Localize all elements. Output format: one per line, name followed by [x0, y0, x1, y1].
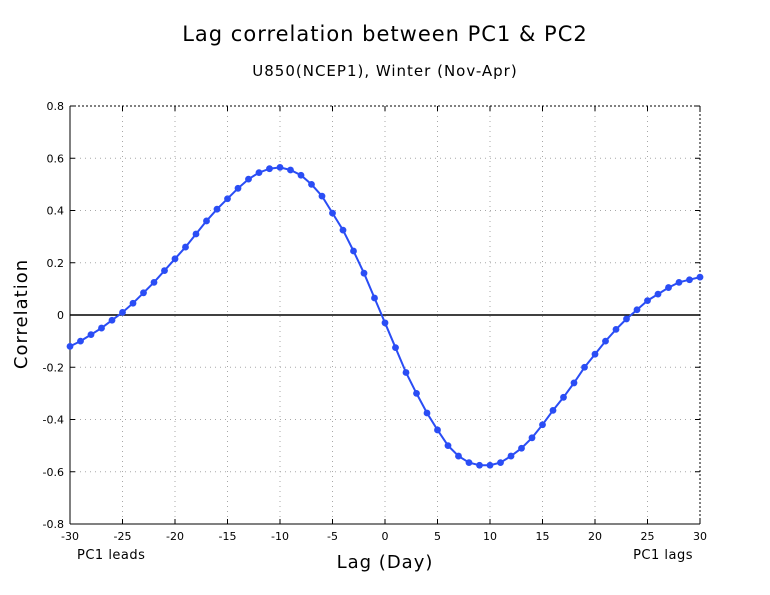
- x-tick-label: 25: [641, 530, 655, 543]
- x-tick-label: -10: [271, 530, 289, 543]
- data-point: [665, 284, 672, 291]
- y-tick-label: 0.6: [47, 152, 65, 165]
- data-point: [486, 461, 494, 469]
- data-point: [434, 426, 441, 434]
- data-point: [633, 306, 641, 314]
- data-point: [87, 331, 95, 338]
- data-point: [654, 290, 662, 298]
- y-tick-label: -0.4: [43, 414, 64, 427]
- data-point: [591, 350, 599, 358]
- y-tick-label: 0.2: [47, 257, 65, 270]
- data-point: [444, 442, 452, 450]
- data-point: [696, 273, 704, 281]
- chart-subtitle: U850(NCEP1), Winter (Nov-Apr): [252, 62, 518, 80]
- data-point: [602, 337, 609, 345]
- data-point: [350, 247, 357, 255]
- data-point: [644, 297, 651, 305]
- x-axis-title: Lag (Day): [337, 552, 434, 573]
- data-point: [98, 324, 105, 332]
- data-point: [339, 226, 347, 234]
- data-point: [77, 337, 84, 345]
- axes: [69, 105, 701, 525]
- y-tick-label: -0.2: [43, 361, 64, 374]
- data-point: [518, 444, 525, 452]
- y-tick-label: -0.8: [43, 518, 64, 531]
- data-point: [287, 166, 294, 174]
- data-point: [423, 409, 431, 417]
- data-point: [539, 421, 546, 429]
- data-series: [66, 163, 704, 469]
- x-tick-label: -20: [166, 530, 184, 543]
- data-point: [560, 393, 567, 401]
- data-point: [381, 319, 389, 327]
- x-tick-label: 5: [434, 530, 441, 543]
- data-point: [402, 369, 410, 376]
- data-point: [171, 255, 179, 263]
- data-point: [371, 294, 378, 302]
- data-point: [612, 325, 620, 333]
- data-point: [392, 344, 399, 352]
- data-point: [507, 452, 515, 460]
- grid: [70, 106, 700, 524]
- x-tick-label: -30: [61, 530, 79, 543]
- labels: -30 -25 -20 -15 -10 -5 0 5 10 15 20 25 30 -0.8 -0.6 -0.…: [11, 100, 707, 573]
- annotation-pc1-leads: PC1 leads: [77, 548, 145, 563]
- data-point: [276, 163, 284, 171]
- y-tick-label: 0.4: [47, 205, 65, 218]
- data-point: [234, 184, 242, 192]
- y-tick-label: 0: [57, 309, 64, 322]
- x-tick-label: 0: [382, 530, 389, 543]
- data-point: [255, 169, 263, 177]
- data-point: [623, 315, 630, 323]
- data-point: [182, 243, 189, 251]
- data-point: [360, 269, 368, 277]
- x-tick-label: 20: [588, 530, 602, 543]
- data-point: [119, 308, 126, 316]
- data-point: [570, 379, 578, 387]
- data-point: [203, 217, 210, 225]
- data-point: [245, 175, 252, 183]
- data-point: [455, 452, 462, 460]
- y-tick-label: 0.8: [47, 100, 65, 113]
- data-point: [150, 278, 158, 286]
- y-axis-title: Correlation: [11, 259, 32, 369]
- data-point: [549, 406, 557, 414]
- x-tick-label: 10: [483, 530, 497, 543]
- data-point: [675, 278, 683, 286]
- data-point: [308, 180, 315, 188]
- data-point: [161, 267, 168, 274]
- data-point: [129, 299, 137, 307]
- x-tick-label: -5: [327, 530, 338, 543]
- annotation-pc1-lags: PC1 lags: [633, 548, 693, 563]
- x-tick-label: -15: [219, 530, 237, 543]
- data-point: [192, 230, 200, 238]
- data-point: [528, 434, 536, 442]
- data-point: [581, 363, 588, 371]
- data-point: [266, 165, 273, 173]
- x-tick-label: 15: [536, 530, 550, 543]
- data-point: [213, 205, 221, 213]
- data-point: [476, 461, 483, 469]
- data-point: [497, 459, 504, 467]
- data-point: [318, 192, 326, 200]
- x-tick-label: -25: [114, 530, 132, 543]
- chart-title: Lag correlation between PC1 & PC2: [182, 22, 588, 46]
- data-point: [66, 342, 74, 350]
- data-point: [329, 209, 336, 217]
- x-tick-label: 30: [693, 530, 707, 543]
- data-point: [686, 276, 693, 284]
- data-point: [224, 195, 231, 203]
- data-point: [108, 316, 116, 324]
- data-point: [465, 459, 473, 467]
- data-point: [140, 289, 147, 297]
- data-point: [297, 171, 305, 179]
- data-point: [413, 389, 420, 397]
- y-tick-label: -0.6: [43, 466, 64, 479]
